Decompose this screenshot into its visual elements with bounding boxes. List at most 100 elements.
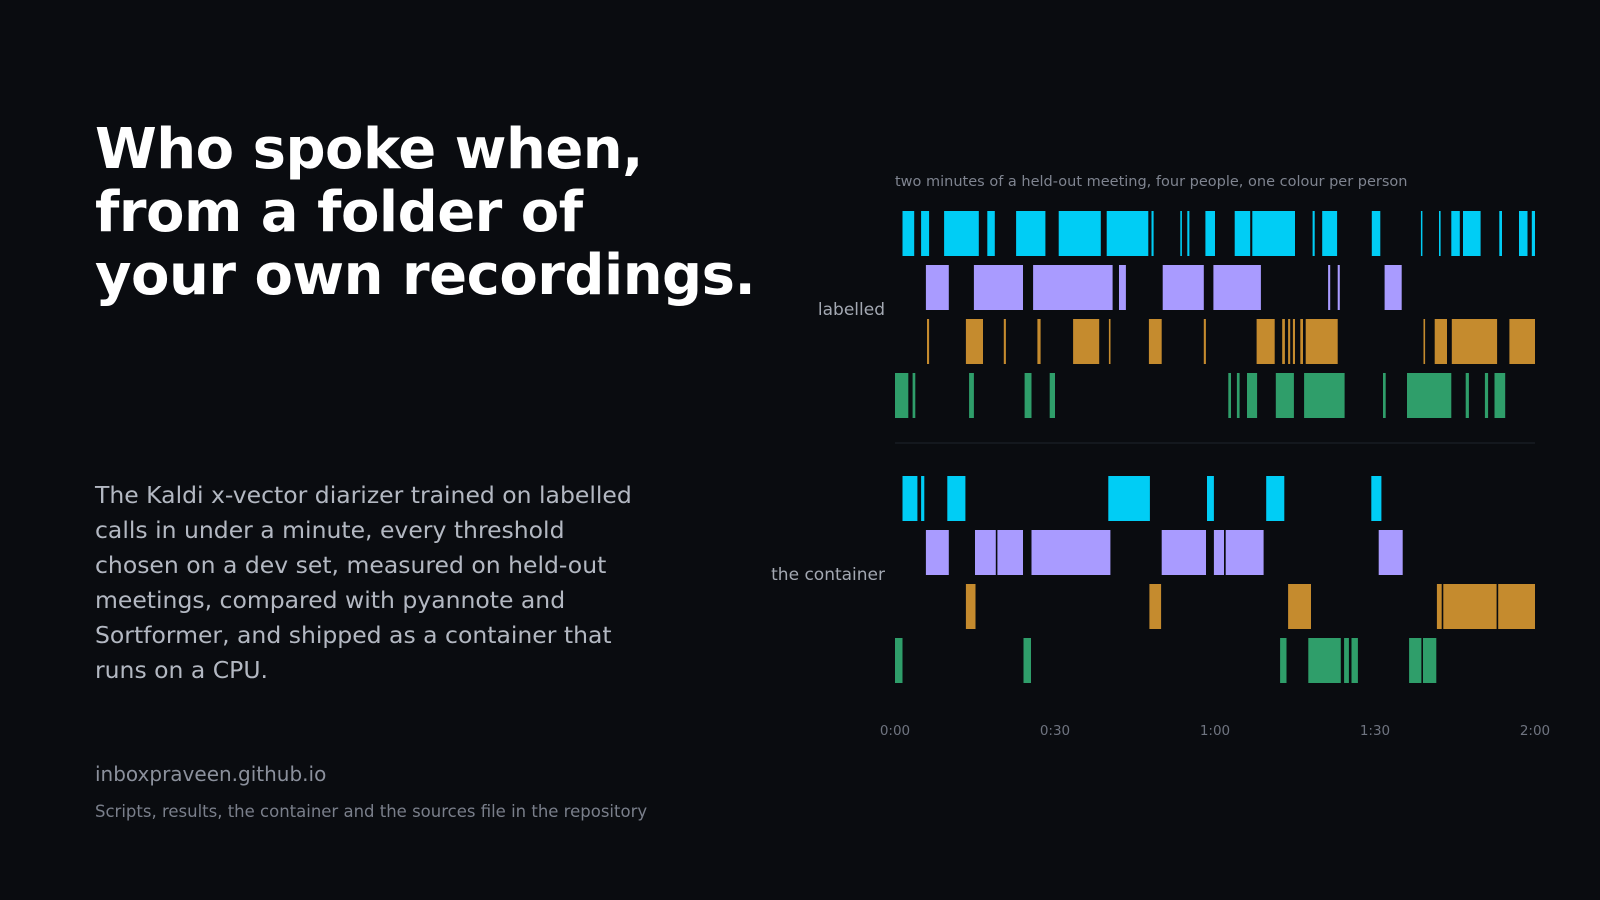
speech-segment-s2 [1213, 530, 1224, 575]
speech-segment-s3 [1509, 319, 1535, 364]
speech-segment-s4 [1024, 373, 1032, 418]
x-tick-label: 2:00 [1520, 723, 1550, 739]
speech-segment-s3 [1451, 319, 1498, 364]
speech-segment-s1 [1519, 211, 1528, 256]
speech-segment-s3 [1203, 319, 1206, 364]
speech-segment-s4 [1465, 373, 1469, 418]
speech-segment-s1 [1180, 211, 1182, 256]
speech-segment-s1 [1439, 211, 1441, 256]
speech-segment-s3 [965, 584, 976, 629]
speech-segment-s1 [1016, 211, 1046, 256]
speech-segment-s2 [1337, 265, 1340, 310]
speech-segment-s2 [1328, 265, 1331, 310]
speech-segment-s3 [1288, 319, 1291, 364]
chart-caption: two minutes of a held-out meeting, four … [895, 174, 1408, 190]
headline: Who spoke when, from a folder of your ow… [95, 117, 756, 308]
speech-segment-s1 [1371, 211, 1381, 256]
speech-segment-s2 [1161, 530, 1206, 575]
speech-segment-s2 [1225, 530, 1264, 575]
speech-segment-s1 [1207, 476, 1214, 521]
speech-segment-s3 [1037, 319, 1041, 364]
speech-segment-s4 [895, 638, 903, 683]
speech-segment-s3 [1108, 319, 1111, 364]
headline-line-1: Who spoke when, [95, 117, 643, 182]
group-label-0: labelled [818, 300, 885, 320]
speech-segment-s4 [1236, 373, 1240, 418]
speech-segment-s4 [1049, 373, 1055, 418]
speech-segment-s1 [1058, 211, 1101, 256]
speech-segment-s1 [1499, 211, 1502, 256]
speech-segment-s1 [1252, 211, 1295, 256]
speech-segment-s1 [1451, 211, 1460, 256]
speech-segment-s1 [1205, 211, 1215, 256]
speech-segment-s1 [1322, 211, 1338, 256]
speech-segment-s1 [1266, 476, 1285, 521]
speech-segment-s2 [1384, 265, 1402, 310]
speech-segment-s4 [1023, 638, 1031, 683]
speech-segment-s1 [921, 211, 930, 256]
speech-segment-s1 [1371, 476, 1382, 521]
speech-segment-s4 [1280, 638, 1287, 683]
x-tick-label: 1:00 [1200, 723, 1230, 739]
speech-segment-s4 [1247, 373, 1258, 418]
speech-segment-s1 [921, 476, 925, 521]
speech-segment-s3 [1256, 319, 1275, 364]
speech-segment-s4 [912, 373, 916, 418]
headline-line-3: your own recordings. [95, 243, 756, 308]
speech-segment-s4 [1409, 638, 1422, 683]
speech-segment-s3 [965, 319, 983, 364]
speech-segment-s2 [1031, 530, 1111, 575]
speech-segment-s2 [925, 265, 949, 310]
speech-segment-s1 [1234, 211, 1251, 256]
speech-segment-s3 [1305, 319, 1338, 364]
speech-segment-s4 [1275, 373, 1294, 418]
body-paragraph: The Kaldi x-vector diarizer trained on l… [95, 481, 632, 684]
speech-segment-s1 [1151, 211, 1154, 256]
speech-segment-s1 [1420, 211, 1423, 256]
speech-segment-s4 [1304, 373, 1345, 418]
speech-segment-s3 [1434, 319, 1447, 364]
speech-segment-s4 [1407, 373, 1452, 418]
speech-segment-s4 [969, 373, 974, 418]
site-url: inboxpraveen.github.io [95, 762, 327, 786]
speech-segment-s1 [1531, 211, 1535, 256]
speech-segment-s2 [1033, 265, 1113, 310]
speech-segment-s3 [1292, 319, 1295, 364]
speech-segment-s1 [902, 476, 918, 521]
speech-segment-s3 [1288, 584, 1311, 629]
speech-segment-s3 [1073, 319, 1100, 364]
speech-segment-s1 [987, 211, 995, 256]
speech-segment-s2 [997, 530, 1023, 575]
group-label-1: the container [771, 565, 885, 585]
speech-segment-s3 [1300, 319, 1303, 364]
speech-segment-s3 [1423, 319, 1426, 364]
speech-segment-s3 [1003, 319, 1006, 364]
speech-segment-s3 [1498, 584, 1535, 629]
speech-segment-s1 [1106, 211, 1149, 256]
speech-segment-s3 [927, 319, 930, 364]
x-tick-label: 0:00 [880, 723, 910, 739]
speech-segment-s2 [975, 530, 996, 575]
speech-segment-s2 [973, 265, 1023, 310]
speech-segment-s4 [1383, 373, 1386, 418]
speech-segment-s4 [1484, 373, 1489, 418]
speech-segment-s1 [1312, 211, 1315, 256]
speech-segment-s2 [1213, 265, 1261, 310]
x-tick-label: 0:30 [1040, 723, 1070, 739]
speech-segment-s4 [1494, 373, 1506, 418]
speech-segment-s1 [902, 211, 915, 256]
speech-segment-s4 [1351, 638, 1358, 683]
speech-segment-s3 [1149, 584, 1162, 629]
speech-segment-s3 [1282, 319, 1285, 364]
speech-segment-s1 [947, 476, 966, 521]
speech-segment-s3 [1148, 319, 1162, 364]
speech-segment-s4 [895, 373, 909, 418]
speech-segment-s2 [1378, 530, 1403, 575]
speech-segment-s2 [1162, 265, 1204, 310]
speech-segment-s2 [1119, 265, 1126, 310]
speech-segment-s1 [1463, 211, 1481, 256]
speech-segment-s1 [1187, 211, 1190, 256]
speech-segment-s4 [1308, 638, 1341, 683]
speech-segment-s3 [1436, 584, 1442, 629]
speech-segment-s1 [944, 211, 979, 256]
